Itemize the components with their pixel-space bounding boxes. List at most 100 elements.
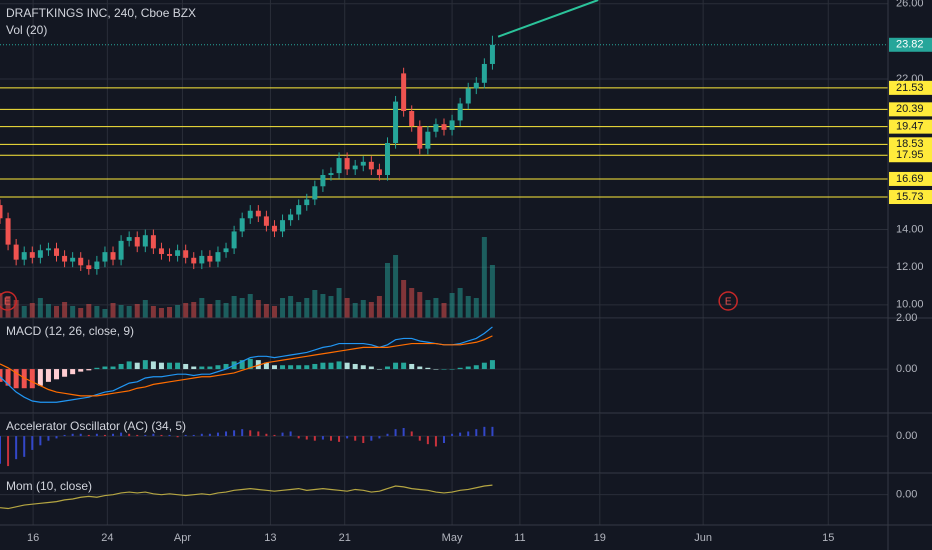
volume-bar [167, 307, 173, 318]
volume-bar [239, 298, 245, 318]
ac-bar [39, 436, 42, 446]
histogram-bar [13, 369, 19, 389]
volume-bar [86, 304, 92, 318]
candle-body [401, 73, 407, 112]
candle-body [21, 252, 27, 260]
candle-body [86, 265, 92, 270]
candle-body [417, 126, 423, 149]
histogram-bar [401, 362, 407, 370]
candle-body [13, 244, 19, 260]
volume-bar [368, 302, 374, 318]
volume-bar [158, 308, 164, 318]
histogram-bar [167, 362, 173, 370]
ac-bar [354, 436, 357, 441]
histogram-bar [0, 369, 3, 382]
histogram-bar [344, 362, 350, 370]
volume-bar [465, 296, 471, 318]
candle-body [183, 250, 189, 258]
candle-body [489, 44, 495, 64]
level-label: 20.39 [896, 103, 924, 115]
ac-bar [47, 436, 50, 441]
x-tick-label: 13 [264, 532, 276, 544]
ac-bar [451, 433, 454, 437]
histogram-bar [223, 363, 229, 370]
volume-bar [118, 305, 124, 318]
volume-bar [352, 303, 358, 318]
x-tick-label: Apr [174, 532, 191, 544]
volume-bar [344, 298, 350, 318]
candle-body [191, 257, 197, 264]
candle-body [312, 186, 318, 200]
ac-bar [459, 432, 462, 437]
candle-body [296, 205, 302, 215]
volume-bar [425, 300, 431, 318]
histogram-bar [150, 361, 156, 370]
ac-bar [241, 429, 244, 437]
ac-bar [443, 436, 445, 443]
histogram-bar [441, 369, 447, 370]
volume-bar [207, 304, 213, 318]
histogram-bar [473, 365, 479, 370]
candle-body [215, 252, 221, 262]
level-label: 17.95 [896, 149, 924, 161]
ac-bar [55, 436, 58, 439]
volume-bar [110, 303, 116, 318]
histogram-bar [304, 365, 310, 370]
candle-body [393, 101, 399, 144]
histogram-bar [126, 361, 132, 370]
candle-body [481, 63, 487, 83]
volume-bar [481, 237, 487, 318]
histogram-bar [368, 366, 374, 370]
ac-bar [265, 433, 268, 437]
event-marker [718, 291, 738, 311]
level-label: 18.53 [896, 138, 924, 150]
trend-line [497, 0, 599, 38]
histogram-bar [102, 366, 108, 370]
histogram-bar [110, 366, 116, 370]
volume-bar [328, 296, 334, 318]
event-label: E [4, 297, 11, 308]
ac-bar [289, 431, 292, 437]
volume-bar [489, 265, 495, 318]
histogram-bar [328, 362, 334, 370]
y-tick-label: 26.00 [896, 0, 924, 10]
candle-body [199, 255, 205, 264]
ac-bar [225, 431, 228, 437]
ac-bar [95, 433, 98, 437]
candle-body [360, 161, 366, 166]
volume-bar [175, 305, 181, 318]
ac-bar [321, 436, 324, 440]
ac-bar [128, 433, 131, 437]
volume-bar [304, 298, 310, 318]
histogram-bar [5, 369, 11, 386]
candle-body [5, 218, 11, 245]
volume-bar [21, 306, 27, 318]
histogram-bar [312, 363, 318, 370]
histogram-bar [215, 365, 221, 370]
histogram-bar [247, 358, 253, 370]
volume-bar [78, 308, 84, 318]
ac-bar [208, 433, 211, 437]
histogram-bar [409, 363, 415, 370]
ac-bar [386, 433, 389, 437]
histogram-bar [352, 363, 358, 370]
ac-bar [15, 436, 18, 460]
ac-bar [434, 436, 437, 447]
histogram-bar [54, 369, 60, 380]
ac-bar [144, 434, 147, 437]
level-label-box [889, 80, 932, 95]
candle-body [449, 120, 455, 130]
ac-bar [410, 431, 413, 437]
candle-body [70, 257, 76, 262]
candle-body [37, 250, 43, 258]
histogram-bar [489, 360, 495, 370]
candle-body [352, 165, 358, 170]
volume-bar [393, 255, 399, 318]
histogram-bar [296, 365, 302, 370]
candle-body [223, 248, 229, 253]
x-tick-label: 16 [27, 532, 39, 544]
volume-bar [401, 280, 407, 318]
x-tick-label: 11 [514, 532, 525, 544]
level-label-box [889, 148, 932, 163]
candle-body [54, 248, 60, 256]
